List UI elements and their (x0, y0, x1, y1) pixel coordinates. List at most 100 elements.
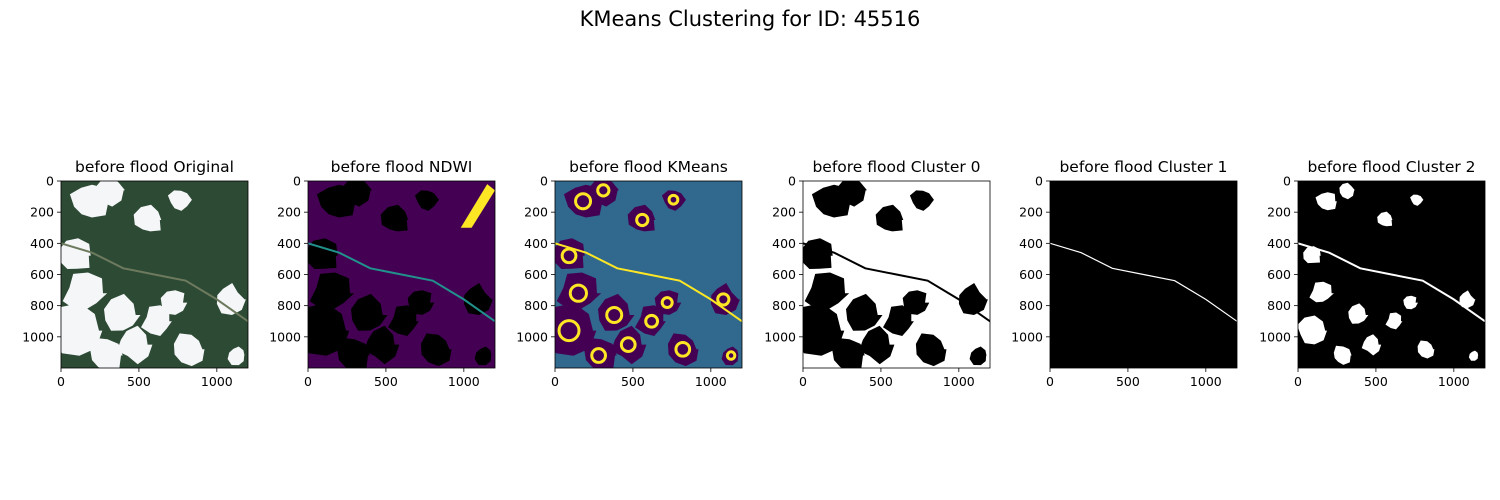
image-region (721, 346, 739, 366)
y-tick-label: 600 (1267, 267, 1291, 282)
image-region (351, 293, 388, 331)
y-tick-label: 600 (277, 267, 301, 282)
figure-title: KMeans Clustering for ID: 45516 (579, 7, 921, 31)
cluster-edge (568, 283, 588, 303)
image-region (104, 293, 141, 331)
image-region (117, 325, 153, 365)
panel-title: before flood KMeans (569, 158, 728, 176)
image-region (388, 305, 419, 336)
image-region (1333, 345, 1352, 365)
image-region (1468, 350, 1479, 361)
panel-4: before flood Cluster 0 0 500 1000 0 200 400 600… (764, 158, 991, 389)
image-region (661, 190, 686, 211)
cluster-edge (596, 183, 611, 198)
image-region (343, 181, 372, 207)
image-region (167, 190, 192, 211)
image-region (909, 190, 934, 211)
panel-5: before flood Cluster 1 0 500 1000 0 200 400 600… (1011, 158, 1238, 389)
image-region (90, 337, 123, 368)
image-region (1348, 303, 1369, 324)
x-tick-label: 500 (1116, 374, 1140, 389)
y-tick-label: 0 (1283, 174, 1291, 189)
cluster-edge (590, 347, 607, 364)
panel-title: before flood Cluster 0 (812, 158, 980, 176)
image-region (337, 337, 370, 368)
y-tick-label: 200 (277, 205, 301, 220)
image-region (611, 325, 647, 365)
y-tick-label: 800 (524, 298, 548, 313)
panel-6: before flood Cluster 2 0 500 1000 0 200 400 600… (1259, 158, 1486, 389)
y-tick-label: 0 (293, 174, 301, 189)
y-tick-label: 800 (772, 298, 796, 313)
image-region (1298, 315, 1327, 345)
x-tick-label: 0 (1294, 374, 1302, 389)
x-tick-label: 1000 (1438, 374, 1470, 389)
x-tick-label: 1000 (448, 374, 480, 389)
image-region (635, 305, 666, 336)
image-region (598, 293, 635, 331)
image-region (420, 333, 452, 367)
image-region (1417, 340, 1435, 359)
cluster-edge (619, 336, 637, 353)
image-region (380, 204, 409, 232)
x-tick-label: 500 (869, 374, 893, 389)
cluster-edge (674, 340, 692, 358)
river-line (1298, 242, 1485, 323)
image-region (859, 325, 895, 365)
y-tick-label: 600 (524, 267, 548, 282)
panel-image (61, 181, 248, 368)
image-region (556, 272, 602, 310)
y-tick-label: 400 (1267, 236, 1291, 251)
y-tick-label: 400 (1019, 236, 1043, 251)
image-region (1410, 194, 1424, 206)
image-region (667, 333, 699, 367)
cluster-edge (635, 212, 650, 228)
image-region (838, 181, 867, 207)
y-tick-label: 800 (1267, 298, 1291, 313)
x-tick-label: 0 (304, 374, 312, 389)
image-region (1377, 211, 1393, 227)
cluster-edge (660, 296, 674, 310)
river-line (555, 242, 742, 323)
image-region (832, 337, 865, 368)
image-region (1303, 246, 1321, 264)
y-tick-label: 0 (46, 174, 54, 189)
x-tick-label: 500 (374, 374, 398, 389)
y-tick-label: 0 (788, 174, 796, 189)
image-region (364, 325, 400, 365)
image-region (1361, 334, 1382, 356)
panel-3: before flood KMeans 0 500 1000 0 200 400 600 800… (516, 158, 743, 389)
x-tick-label: 500 (621, 374, 645, 389)
x-tick-label: 1000 (201, 374, 233, 389)
y-tick-label: 1000 (764, 329, 796, 344)
river-line (803, 242, 990, 323)
y-tick-label: 200 (524, 205, 548, 220)
image-region (414, 190, 439, 211)
x-tick-label: 500 (127, 374, 151, 389)
image-region (173, 333, 205, 367)
image-region (710, 283, 740, 315)
image-region (1309, 281, 1334, 303)
y-tick-label: 800 (30, 298, 54, 313)
x-tick-label: 1000 (1190, 374, 1222, 389)
y-tick-label: 1000 (516, 329, 548, 344)
y-tick-label: 600 (1019, 267, 1043, 282)
image-region (61, 303, 103, 356)
image-region (555, 303, 597, 356)
image-region (96, 181, 125, 207)
y-tick-label: 1000 (22, 329, 54, 344)
y-tick-label: 800 (277, 298, 301, 313)
image-region (803, 303, 845, 356)
image-region (958, 283, 988, 315)
x-tick-label: 1000 (943, 374, 975, 389)
y-tick-label: 800 (1019, 298, 1043, 313)
x-tick-label: 0 (1046, 374, 1054, 389)
cluster-edge (574, 192, 593, 211)
image-region (1459, 290, 1476, 308)
image-region (1385, 312, 1403, 330)
panel-title: before flood Cluster 1 (1059, 158, 1227, 176)
x-tick-label: 500 (1364, 374, 1388, 389)
water-body (460, 184, 495, 228)
x-tick-label: 0 (799, 374, 807, 389)
panel-2: before flood NDWI 0 500 1000 0 200 400 600 800 10… (269, 158, 496, 389)
